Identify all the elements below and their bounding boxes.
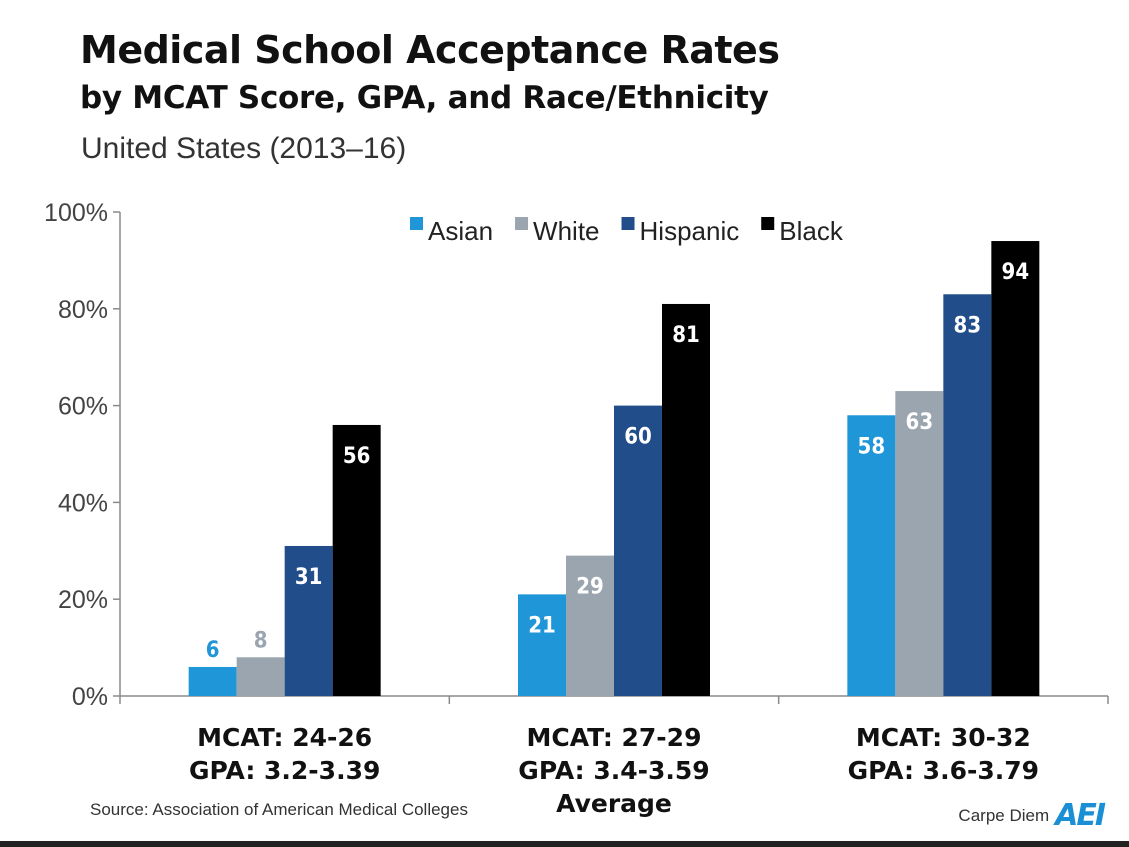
data-label: 83 (954, 313, 982, 338)
data-label: 8 (254, 628, 268, 653)
data-label: 56 (343, 444, 371, 469)
legend-swatch-black (761, 217, 775, 230)
data-label: 94 (1002, 260, 1030, 285)
legend-swatch-hispanic (621, 217, 635, 230)
x-category-label: MCAT: 27-29 (527, 723, 702, 752)
data-label: 63 (906, 410, 934, 435)
brand: Carpe Diem AEI (958, 798, 1106, 833)
bar-hispanic (943, 294, 992, 696)
bar-black (332, 424, 381, 696)
bottom-divider (0, 841, 1129, 847)
y-tick-label: 80% (58, 296, 108, 324)
data-label: 58 (858, 434, 886, 459)
source-note: Source: Association of American Medical … (90, 800, 468, 819)
legend-swatch-asian (410, 217, 423, 230)
x-category-label: GPA: 3.2-3.39 (189, 756, 380, 785)
chart-title: Medical School Acceptance Rates (80, 28, 780, 72)
data-label: 60 (624, 425, 652, 450)
data-label: 6 (206, 638, 220, 663)
legend-label: Black (779, 216, 844, 246)
legend-swatch-white (515, 217, 529, 230)
bar-white (895, 391, 944, 696)
bar-hispanic (284, 545, 333, 696)
legend-label: Asian (428, 216, 493, 246)
bar-white (236, 657, 285, 696)
bar-asian (847, 415, 896, 696)
chart-subtitle: United States (2013–16) (81, 132, 407, 165)
bar-asian (518, 594, 566, 696)
bar-asian (188, 666, 237, 696)
legend-label: Hispanic (640, 216, 740, 246)
x-category-label: GPA: 3.4-3.59 (518, 756, 709, 785)
legend-label: White (533, 216, 599, 246)
chart-title-line2: by MCAT Score, GPA, and Race/Ethnicity (80, 80, 769, 116)
data-label: 29 (576, 575, 604, 600)
y-tick-label: 60% (58, 393, 108, 421)
aei-logo-icon: AEI (1055, 798, 1106, 833)
bar-black (991, 241, 1040, 697)
data-label: 81 (672, 323, 700, 348)
brand-text: Carpe Diem (958, 805, 1050, 825)
bar-white (566, 555, 614, 696)
x-category-label: MCAT: 24-26 (197, 723, 372, 752)
bar-hispanic (614, 405, 662, 696)
x-category-label: MCAT: 30-32 (856, 723, 1031, 752)
y-tick-label: 20% (58, 586, 108, 614)
x-category-label: GPA: 3.6-3.79 (848, 756, 1039, 785)
y-tick-label: 100% (44, 199, 108, 227)
y-tick-label: 40% (58, 489, 108, 517)
data-label: 31 (295, 565, 323, 590)
x-category-label: Average (556, 789, 672, 818)
data-label: 21 (528, 613, 556, 638)
bar-black (662, 303, 710, 696)
y-tick-label: 0% (72, 683, 108, 711)
